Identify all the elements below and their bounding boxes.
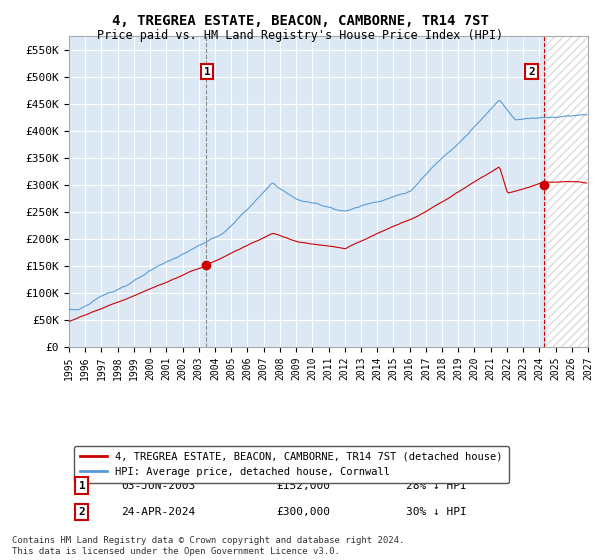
Legend: 4, TREGREA ESTATE, BEACON, CAMBORNE, TR14 7ST (detached house), HPI: Average pri: 4, TREGREA ESTATE, BEACON, CAMBORNE, TR1… [74, 446, 509, 483]
Text: 24-APR-2024: 24-APR-2024 [121, 507, 195, 517]
Text: 03-JUN-2003: 03-JUN-2003 [121, 480, 195, 491]
Text: 1: 1 [204, 67, 211, 77]
Text: 4, TREGREA ESTATE, BEACON, CAMBORNE, TR14 7ST: 4, TREGREA ESTATE, BEACON, CAMBORNE, TR1… [112, 14, 488, 28]
Text: 30% ↓ HPI: 30% ↓ HPI [406, 507, 467, 517]
Text: 1: 1 [79, 480, 85, 491]
Text: Contains HM Land Registry data © Crown copyright and database right 2024.
This d: Contains HM Land Registry data © Crown c… [12, 536, 404, 556]
Text: £300,000: £300,000 [277, 507, 331, 517]
Text: 2: 2 [528, 67, 535, 77]
Text: 2: 2 [79, 507, 85, 517]
Text: 28% ↓ HPI: 28% ↓ HPI [406, 480, 467, 491]
Text: Price paid vs. HM Land Registry's House Price Index (HPI): Price paid vs. HM Land Registry's House … [97, 29, 503, 42]
Bar [547, 36, 588, 347]
Bar [547, 36, 588, 347]
Bar [547, 36, 588, 347]
Text: £152,000: £152,000 [277, 480, 331, 491]
